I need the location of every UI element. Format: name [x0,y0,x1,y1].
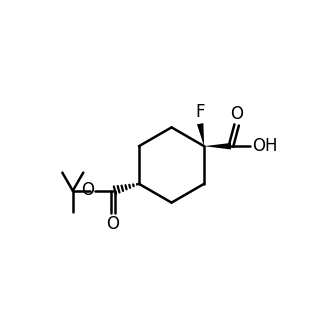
Text: F: F [195,103,205,121]
Polygon shape [204,143,231,149]
Text: O: O [107,215,119,233]
Text: OH: OH [252,137,278,155]
Text: O: O [230,105,243,123]
Text: O: O [81,181,94,199]
Polygon shape [197,123,204,146]
